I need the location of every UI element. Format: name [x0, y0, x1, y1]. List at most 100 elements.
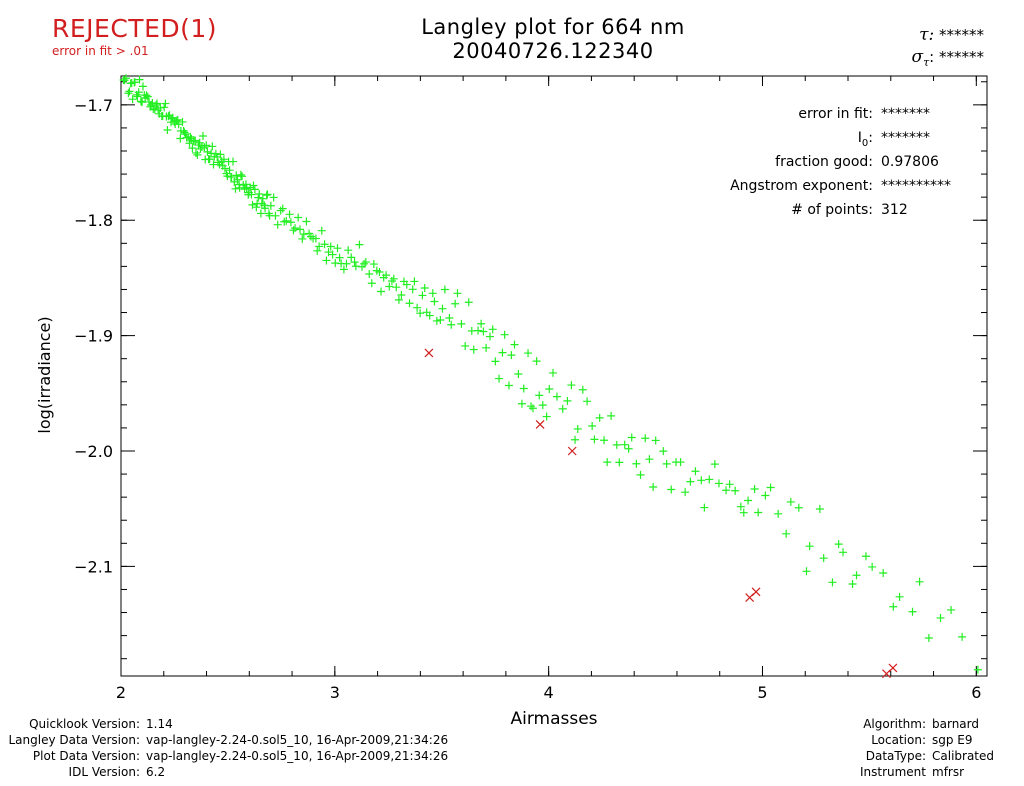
good-point — [208, 142, 217, 151]
good-point — [128, 95, 137, 104]
good-point — [365, 270, 374, 279]
good-point — [744, 496, 753, 505]
good-point — [527, 402, 536, 411]
good-point — [313, 246, 322, 255]
good-point — [786, 497, 795, 506]
good-point — [242, 184, 251, 193]
footer-label: Quicklook Version: — [29, 717, 140, 731]
good-point — [317, 226, 326, 235]
tau-value: ****** — [939, 26, 984, 44]
good-point — [219, 155, 228, 164]
rejected-point — [567, 446, 577, 456]
good-point — [805, 542, 814, 551]
good-point — [138, 82, 147, 91]
good-point — [302, 217, 311, 226]
stat-value: ******* — [881, 106, 930, 122]
good-point — [120, 76, 129, 85]
good-point — [590, 435, 599, 444]
good-point — [408, 285, 417, 294]
good-point — [136, 97, 145, 106]
y-tick-label: −1.7 — [74, 96, 113, 115]
footer-value: barnard — [932, 717, 979, 731]
good-point — [198, 132, 207, 141]
good-point — [375, 268, 384, 277]
good-point — [552, 392, 561, 401]
good-point — [227, 172, 236, 181]
footer-row: Instrument mfrsr — [826, 764, 994, 780]
good-point — [382, 271, 391, 280]
good-point — [924, 633, 933, 642]
good-point — [461, 341, 470, 350]
good-point — [479, 327, 488, 336]
good-point — [322, 256, 331, 265]
good-point — [229, 157, 238, 166]
status-label: REJECTED(1) — [52, 14, 218, 43]
good-point — [802, 567, 811, 576]
good-point — [280, 217, 289, 226]
good-point — [247, 190, 256, 199]
x-tick-label: 5 — [757, 683, 767, 702]
good-point — [636, 470, 645, 479]
good-point — [558, 404, 567, 413]
footer-value: mfrsr — [932, 765, 965, 779]
good-point — [160, 103, 169, 112]
good-point — [418, 291, 427, 300]
footer-meta: Algorithm: barnard Location: sgp E9 DataTy… — [826, 716, 994, 780]
good-point — [328, 250, 337, 259]
good-point — [389, 274, 398, 283]
good-point — [766, 483, 775, 492]
good-point — [750, 484, 759, 493]
status-reason: error in fit > .01 — [52, 44, 149, 58]
good-point — [645, 455, 654, 464]
good-point — [185, 139, 194, 148]
good-point — [895, 592, 904, 601]
good-point — [861, 552, 870, 561]
good-point — [477, 319, 486, 328]
good-point — [133, 92, 142, 101]
good-point — [524, 349, 533, 358]
good-point — [405, 299, 414, 308]
good-point — [392, 283, 401, 292]
good-point — [367, 279, 376, 288]
good-point — [285, 210, 294, 219]
good-point — [413, 303, 422, 312]
good-point — [535, 391, 544, 400]
good-point — [193, 150, 202, 159]
good-point — [445, 313, 454, 322]
good-point — [548, 368, 557, 377]
good-point — [130, 78, 139, 87]
good-point — [425, 311, 434, 320]
good-point — [295, 225, 304, 234]
good-point — [180, 128, 189, 137]
good-point — [189, 137, 198, 146]
good-point — [122, 74, 131, 83]
good-point — [782, 529, 791, 538]
stat-value: ******* — [881, 130, 930, 146]
stat-label: # of points: — [791, 202, 873, 218]
good-point — [774, 509, 783, 518]
good-point — [482, 343, 491, 352]
y-axis: −1.7 −1.8 −1.9 −2.0 −2.1 — [74, 81, 987, 660]
footer-row: Location: sgp E9 — [826, 732, 994, 748]
good-point — [238, 172, 247, 181]
good-point — [333, 244, 342, 253]
good-point — [326, 242, 335, 251]
good-point — [143, 92, 152, 101]
footer-row: IDL Version: 6.2 — [0, 764, 448, 780]
good-point — [510, 340, 519, 349]
chart-title: Langley plot for 664 nm — [421, 15, 685, 39]
footer-value: vap-langley-2.24-0.sol5_10, 16-Apr-2009,… — [146, 733, 449, 747]
good-point — [700, 503, 709, 512]
good-point — [573, 424, 582, 433]
good-point — [125, 87, 134, 96]
good-point — [500, 330, 509, 339]
good-point — [600, 436, 609, 445]
footer-row: Langley Data Version: vap-langley-2.24-0.… — [0, 732, 448, 748]
good-point — [868, 562, 877, 571]
good-point — [410, 277, 419, 286]
good-point — [196, 144, 205, 153]
good-point — [342, 259, 351, 268]
good-point — [620, 440, 629, 449]
good-point — [440, 285, 449, 294]
